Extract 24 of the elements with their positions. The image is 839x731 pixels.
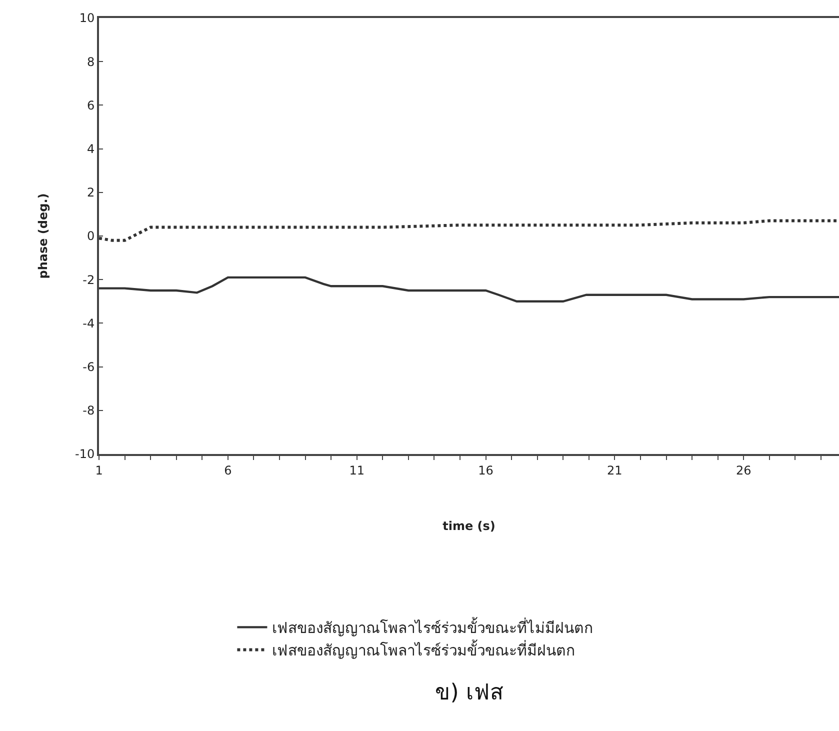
y-tick-label: 0 bbox=[86, 229, 95, 244]
y-axis-title: phase (deg.) bbox=[36, 193, 50, 279]
y-tick-label: -8 bbox=[82, 404, 95, 418]
x-tick-label: 6 bbox=[224, 463, 232, 478]
legend-label: เฟสของสัญญาณโพลาไรซ์ร่วมขั้วขณะที่มีฝนตก bbox=[272, 640, 576, 660]
y-tick-label: 8 bbox=[86, 54, 95, 69]
x-tick-label: 26 bbox=[736, 463, 752, 478]
x-tick-label: 21 bbox=[607, 463, 622, 478]
y-tick-label: -6 bbox=[82, 360, 95, 374]
line-series bbox=[99, 219, 839, 242]
y-tick-label: -2 bbox=[82, 272, 95, 287]
y-tick-label: 2 bbox=[86, 186, 95, 200]
legend-label: เฟสของสัญญาณโพลาไรซ์ร่วมขั้วขณะที่ไม่มีฝนตก bbox=[272, 617, 594, 638]
line-series bbox=[99, 276, 839, 302]
y-tick-label: 6 bbox=[86, 98, 95, 112]
y-tick-label: -4 bbox=[82, 316, 95, 330]
y-tick-label: 4 bbox=[86, 142, 95, 156]
x-tick-label: 16 bbox=[478, 463, 494, 478]
x-tick-label: 11 bbox=[349, 463, 364, 478]
y-tick-label: 10 bbox=[79, 11, 95, 26]
x-axis-title: time (s) bbox=[442, 518, 496, 533]
y-tick-label: -10 bbox=[74, 447, 95, 462]
text: ข) เฟส bbox=[435, 680, 504, 706]
x-tick-label: 1 bbox=[95, 463, 103, 478]
